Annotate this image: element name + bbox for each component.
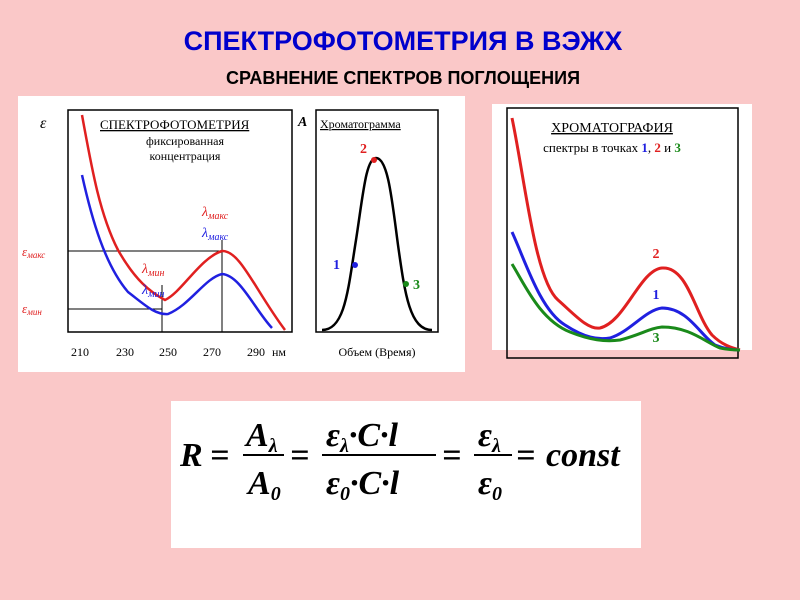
caption: спектры в точках 1, 2 и 3 (543, 140, 681, 155)
dot: · (380, 417, 389, 454)
sub: λ (491, 435, 501, 457)
eps: ε (478, 417, 492, 454)
caption-num: 2 (654, 140, 661, 155)
l: l (389, 417, 399, 454)
sub: мин (147, 268, 164, 279)
C: C (357, 417, 380, 454)
curve (80, 174, 273, 329)
point-label: 1 (333, 258, 340, 273)
curve (80, 114, 287, 331)
curve (510, 263, 741, 352)
operator: = (442, 437, 461, 474)
note: фиксированная (146, 134, 224, 148)
curve-label: 3 (653, 331, 660, 346)
operator: = (290, 437, 309, 474)
C: C (358, 465, 381, 502)
panel (18, 96, 465, 372)
y-symbol: A (297, 115, 307, 130)
operator: = (516, 437, 535, 474)
symbol: ε (22, 244, 28, 259)
curve (510, 117, 741, 352)
lambda-min: λмин (141, 262, 164, 279)
frame (506, 107, 739, 359)
eps: ε (478, 465, 492, 502)
symbol: R (179, 437, 203, 474)
x-tick-label: 210 (71, 345, 89, 359)
subtitle: СРАВНЕНИЕ СПЕКТРОВ ПОГЛОЩЕНИЯ (226, 68, 580, 88)
lambda-max: λмакс (201, 205, 229, 222)
dot: · (349, 417, 358, 454)
x-unit: нм (272, 345, 286, 359)
A: A (246, 465, 271, 502)
symbol: ελ·C·l (326, 417, 399, 457)
caption-text: спектры в точках (543, 140, 638, 155)
formula-panel (171, 401, 641, 548)
lambda-min: λмин (141, 283, 164, 300)
y-symbol: ε (40, 115, 47, 132)
sub: мин (147, 289, 164, 300)
operator: = (210, 437, 229, 474)
dot: · (350, 465, 359, 502)
point-label: 3 (413, 278, 420, 293)
sub: макс (207, 232, 229, 243)
symbol: ε0·C·l (326, 465, 400, 505)
x-label: Объем (Время) (338, 345, 415, 359)
heading: Хроматограмма (320, 117, 401, 131)
symbol: ε (22, 301, 28, 316)
frame (67, 109, 293, 333)
sub: макс (26, 250, 45, 260)
sub: 0 (340, 483, 350, 505)
x-tick-label: 230 (116, 345, 134, 359)
symbol: A0 (246, 465, 281, 505)
curve-label: 2 (653, 247, 660, 262)
eps: ε (326, 417, 340, 454)
note: концентрация (150, 149, 221, 163)
heading: ХРОМАТОГРАФИЯ (551, 121, 673, 136)
symbol: ελ (478, 417, 501, 457)
heading: СПЕКТРОФОТОМЕТРИЯ (100, 117, 250, 132)
x-tick-label: 290 (247, 345, 265, 359)
eps-min: εмин (22, 301, 42, 317)
symbol: Aλ (244, 417, 278, 457)
point (371, 157, 377, 163)
x-tick-label: 270 (203, 345, 221, 359)
formula: R = Aλ A0 = ελ·C·l ε0·C·l = ελ ε0 = cons… (179, 417, 621, 505)
sub: λ (268, 435, 278, 457)
curve-label: 1 (653, 288, 660, 303)
symbol: λ (141, 262, 148, 277)
x-tick-label: 250 (159, 345, 177, 359)
sub: 0 (271, 483, 281, 505)
point (403, 281, 409, 287)
chromatography-figure: ХРОМАТОГРАФИЯ спектры в точках 1, 2 и 3 … (506, 107, 741, 359)
symbol: λ (201, 205, 208, 220)
lambda-max: λмакс (201, 226, 229, 243)
eps-max: εмакс (22, 244, 45, 260)
caption-num: 3 (674, 140, 681, 155)
sub: мин (26, 307, 42, 317)
caption-num: 1 (641, 140, 648, 155)
chromatogram-figure: A Хроматограмма 1 2 3 Объем (Время) (297, 109, 439, 359)
l: l (390, 465, 400, 502)
caption-text: и (664, 140, 671, 155)
point-label: 2 (360, 142, 367, 157)
title: СПЕКТРОФОТОМЕТРИЯ В ВЭЖХ (184, 26, 623, 56)
caption-text: , (648, 140, 651, 155)
frame (315, 109, 439, 333)
A: A (244, 417, 269, 454)
symbol: λ (201, 226, 208, 241)
symbol: ε0 (478, 465, 502, 505)
sub: макс (207, 211, 229, 222)
const: const (546, 437, 621, 474)
spectrum-figure: ε СПЕКТРОФОТОМЕТРИЯ фиксированная концен… (22, 109, 293, 359)
symbol: λ (141, 283, 148, 298)
point (352, 262, 358, 268)
dot: · (381, 465, 390, 502)
eps: ε (326, 465, 340, 502)
sub: 0 (492, 483, 502, 505)
sub: λ (339, 435, 349, 457)
